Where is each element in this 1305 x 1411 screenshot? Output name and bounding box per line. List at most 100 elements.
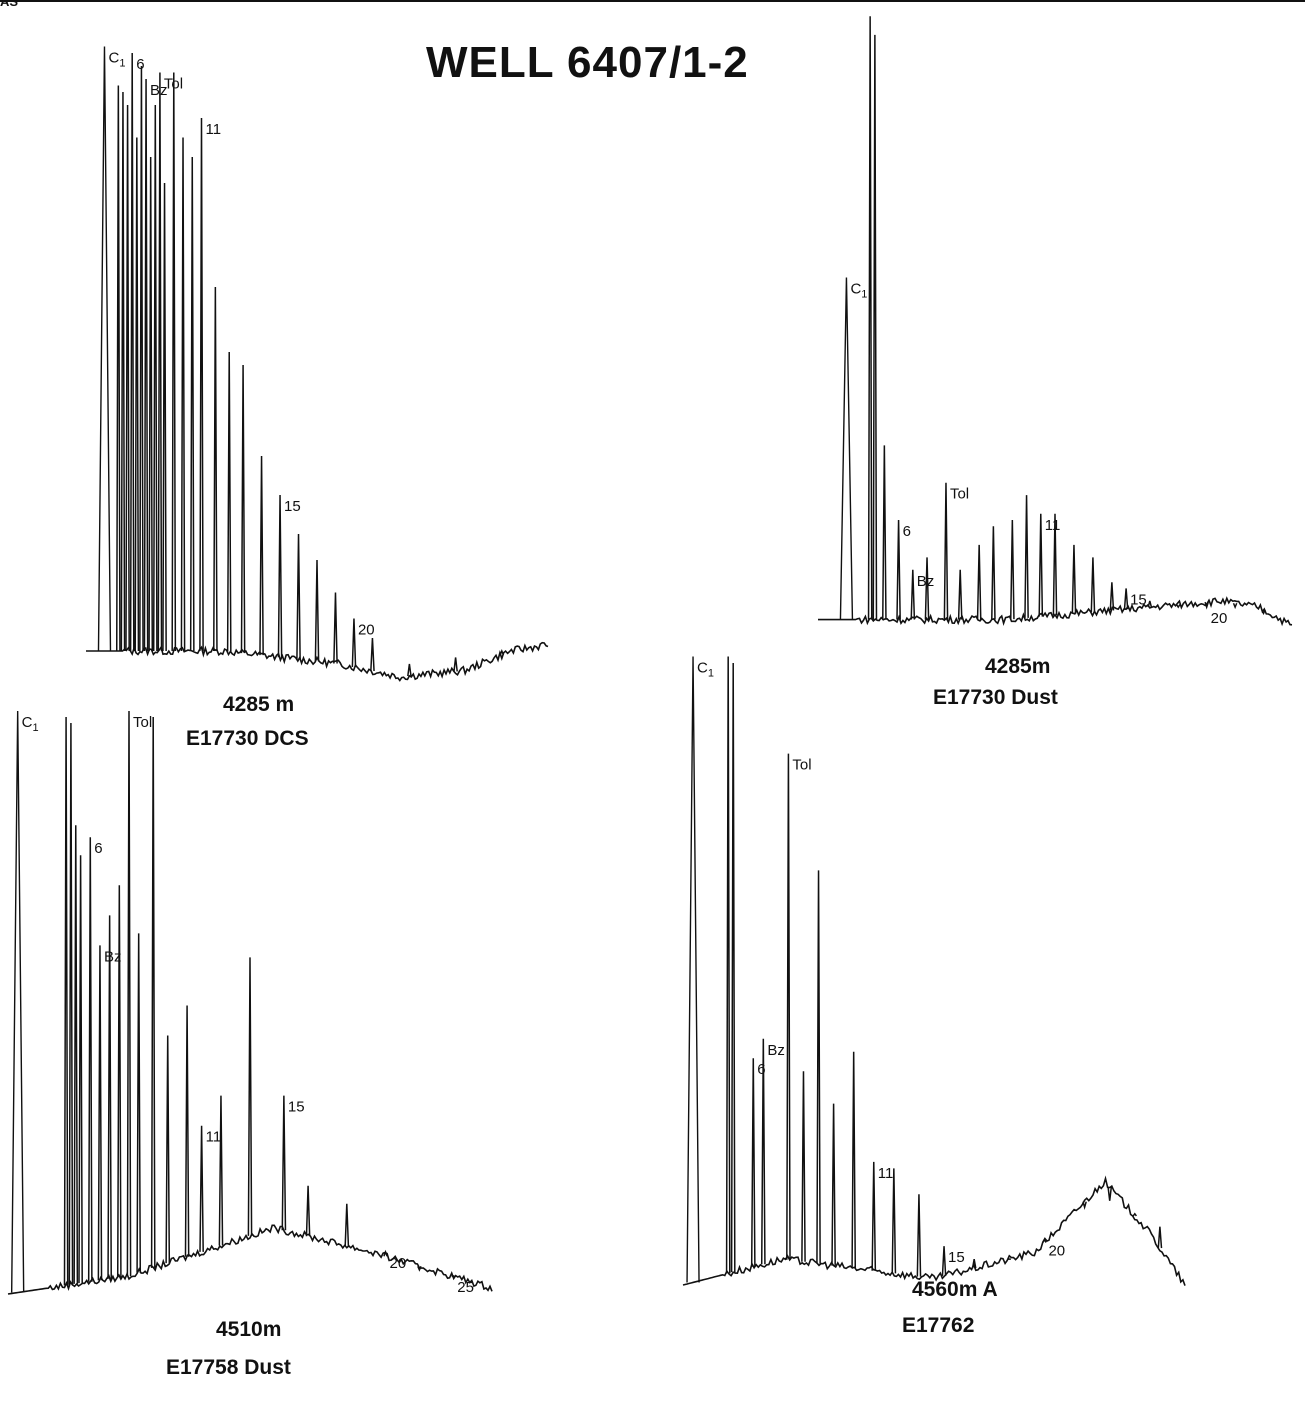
chromatogram-4-peak-label: 15 — [948, 1249, 965, 1266]
chromatogram-2-peak-label: Tol — [950, 486, 969, 503]
panel3-sample: E17758 Dust — [166, 1356, 291, 1379]
chromatogram-3-peak-label: 11 — [206, 1129, 222, 1146]
chromatogram-3-peak — [126, 711, 132, 1276]
chromatogram-1-peak — [499, 649, 505, 656]
chromatogram-2-peak — [1052, 513, 1058, 616]
chromatogram-1-peak — [162, 182, 167, 652]
chromatogram-3-peak-label: 6 — [94, 840, 102, 857]
chromatogram-1-peak — [277, 494, 283, 658]
chromatogram-1-peak — [148, 156, 154, 652]
chromatogram-2-peak — [839, 277, 854, 620]
chromatogram-3-peak — [68, 723, 74, 1285]
chromatogram-3-peak — [344, 1203, 350, 1246]
chromatogram-2-peak — [872, 34, 878, 620]
chromatogram-4-peak — [725, 656, 731, 1274]
chromatogram-2-peak — [1109, 582, 1115, 611]
chromatogram-4-peak-label: 11 — [878, 1165, 894, 1182]
chromatogram-1-peak-label: 20 — [358, 622, 375, 639]
chromatogram-3-peak — [165, 1035, 171, 1264]
chromatogram-3-peak-label: Bz — [104, 948, 122, 965]
chromatogram-2-peak — [943, 482, 949, 620]
chromatogram-3-peak-label: C1 — [22, 714, 39, 734]
chromatogram-2-peak — [924, 557, 930, 620]
chromatogram-4-peak-label: 20 — [1048, 1243, 1065, 1260]
chromatogram-4-peak — [1082, 1201, 1087, 1210]
chromatogram-4-peak — [971, 1258, 977, 1269]
chromatogram-1-peak — [407, 663, 412, 677]
chromatogram-2-peak — [1009, 520, 1015, 620]
chromatogram-4-peak-label: Tol — [792, 757, 811, 774]
chromatogram-3-peak — [305, 1185, 311, 1237]
chromatogram-3-peak — [199, 1125, 204, 1252]
chromatogram-1-peak-label: Bz — [150, 82, 168, 99]
chromatogram-3-peak-label: 20 — [390, 1255, 407, 1272]
chromatogram-2-peak — [976, 544, 982, 620]
chromatogram-4-peak — [686, 656, 700, 1283]
chromatogram-2-peak-label: 15 — [1130, 591, 1147, 608]
chromatogram-3-peak — [116, 885, 122, 1278]
chromatogram-1-peak — [157, 72, 163, 652]
chromatogram-3-peak — [73, 825, 79, 1284]
chromatogram-1-peak — [370, 637, 375, 672]
chromatogram-3-peak-label: 25 — [457, 1279, 474, 1296]
chromatogram-1-peak — [120, 91, 126, 652]
chromatogram-3-peak — [10, 711, 25, 1293]
chromatogram-4-peak — [1132, 1212, 1138, 1217]
chromatogram-4-peak — [786, 753, 791, 1260]
chromatogram-2-peak — [910, 569, 916, 620]
chromatogram-1-peak — [129, 52, 135, 652]
panel2-depth: 4285m — [985, 655, 1051, 678]
chromatogram-2-peak — [1071, 544, 1077, 614]
chromatogram-1-peak — [143, 78, 149, 652]
chromatogram-1-peak — [125, 104, 130, 652]
chromatogram-1-peak — [134, 137, 140, 652]
chromatogram-4-baseline — [682, 1175, 1186, 1286]
chromatogram-4-peak-label: C1 — [697, 659, 714, 679]
chromatogram-3-peak — [78, 855, 83, 1284]
chromatogram-1-peak — [139, 65, 144, 652]
chromatogram-2-peak — [1261, 609, 1266, 616]
chromatogram-1-peak — [351, 618, 357, 668]
chromatogram-4-peak — [1157, 1226, 1163, 1249]
chromatogram-2-peak — [1038, 513, 1044, 617]
chromatogram-3-baseline — [7, 1224, 493, 1295]
chromatogram-4-peak — [816, 870, 821, 1264]
chromatogram-3-peak — [97, 945, 103, 1281]
chromatogram-3-peak — [247, 957, 253, 1236]
chromatogram-1-peak — [171, 72, 177, 652]
chromatogram-2-peak — [882, 445, 887, 620]
chromatogram-1-peak — [453, 657, 458, 672]
panel2-sample: E17730 Dust — [933, 686, 1058, 709]
chromatogram-3-peak — [383, 1249, 388, 1257]
chromatogram-3-peak — [184, 1005, 190, 1257]
chromatogram-2-peak — [957, 569, 963, 620]
chromatogram-1-peak — [259, 455, 264, 656]
chromatogram-2-peak — [1204, 601, 1209, 610]
chromatogram-3-peak — [107, 915, 112, 1279]
chromatogram-4-peak — [891, 1168, 897, 1274]
chromatogram-2-peak — [1024, 495, 1029, 618]
chromatogram-2-peak — [1176, 604, 1181, 609]
chromatogram-1-peak — [296, 533, 301, 660]
chromatogram-3-peak — [281, 1095, 287, 1231]
chromatogram-1-peak-label: 15 — [284, 498, 301, 515]
chromatogram-1-peak — [314, 559, 320, 662]
chromatogram-1-peak — [180, 137, 186, 652]
chromatogram-1-peak — [213, 286, 218, 652]
chromatogram-1-peak — [199, 117, 204, 652]
chromatogram-4-peak — [916, 1194, 922, 1277]
chromatogram-1-peak — [152, 104, 158, 652]
chromatogram-3-peak — [150, 717, 156, 1268]
chromatogram-2-peak — [1232, 602, 1238, 610]
chromatogram-2-peak — [867, 16, 873, 620]
chromatogram-4-peak-label: Bz — [767, 1042, 785, 1059]
chromatogram-4-peak — [1107, 1187, 1113, 1201]
chromatogram-1-peak — [240, 364, 246, 654]
chromatogram-4-peak — [851, 1051, 857, 1269]
chromatogram-1-peak-label: C1 — [108, 50, 125, 70]
chromatogram-4-peak — [831, 1103, 836, 1266]
chromatogram-3-peak-label: 15 — [288, 1099, 305, 1116]
chromatogram-1-peak-label: 11 — [206, 121, 222, 138]
panel4-depth: 4560m A — [912, 1278, 998, 1301]
